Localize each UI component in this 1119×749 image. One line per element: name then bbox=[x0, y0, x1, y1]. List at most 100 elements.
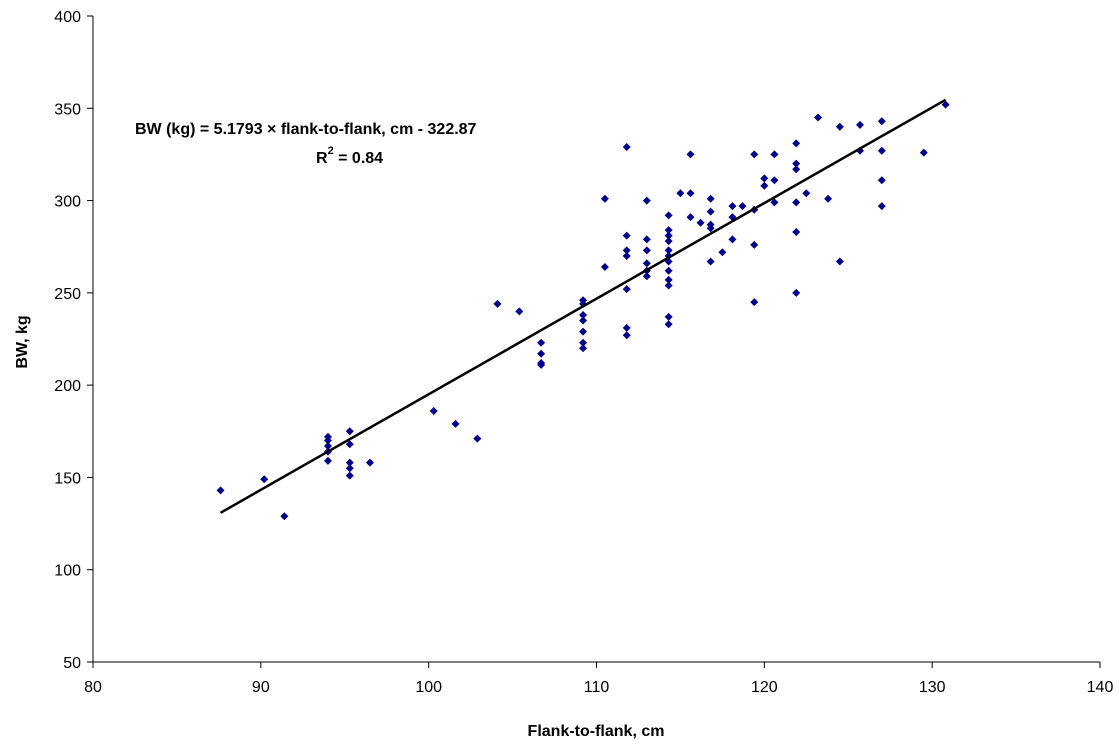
data-point bbox=[750, 298, 759, 307]
data-point bbox=[664, 231, 673, 240]
data-point bbox=[622, 246, 631, 255]
data-point bbox=[622, 231, 631, 240]
data-point bbox=[738, 202, 747, 211]
x-tick-label: 100 bbox=[415, 679, 442, 696]
data-point bbox=[792, 198, 801, 207]
y-tick-label: 100 bbox=[54, 563, 81, 580]
data-point bbox=[493, 299, 502, 308]
data-point bbox=[622, 143, 631, 152]
r-squared-exponent: 2 bbox=[328, 145, 334, 157]
data-point bbox=[280, 512, 289, 521]
data-point bbox=[642, 259, 651, 268]
data-point bbox=[579, 327, 588, 336]
data-point bbox=[686, 213, 695, 222]
data-point bbox=[216, 486, 225, 495]
x-tick-label: 110 bbox=[584, 679, 610, 696]
data-point bbox=[686, 150, 695, 159]
data-point bbox=[770, 198, 779, 207]
data-point bbox=[579, 338, 588, 347]
data-point bbox=[750, 240, 759, 249]
data-point bbox=[537, 338, 546, 347]
data-point bbox=[728, 202, 737, 211]
data-point bbox=[664, 281, 673, 290]
data-point bbox=[706, 194, 715, 203]
data-point bbox=[664, 246, 673, 255]
data-point bbox=[760, 181, 769, 190]
data-point bbox=[473, 434, 482, 443]
data-point bbox=[686, 189, 695, 198]
data-point bbox=[579, 311, 588, 320]
data-point bbox=[622, 331, 631, 340]
y-axis-title: BW, kg bbox=[14, 315, 31, 368]
equation-text: BW (kg) = 5.1793 × flank-to-flank, cm - … bbox=[135, 121, 477, 138]
data-point bbox=[664, 211, 673, 220]
data-point bbox=[676, 189, 685, 198]
data-point bbox=[664, 312, 673, 321]
data-point bbox=[696, 218, 705, 227]
y-tick-label: 300 bbox=[54, 194, 81, 211]
data-points-group bbox=[216, 100, 950, 521]
x-tick-label: 130 bbox=[919, 679, 946, 696]
data-point bbox=[622, 285, 631, 294]
y-tick-label: 200 bbox=[54, 378, 81, 395]
data-point bbox=[642, 235, 651, 244]
y-tick-label: 350 bbox=[54, 101, 81, 118]
data-point bbox=[664, 275, 673, 284]
data-point bbox=[365, 458, 374, 467]
data-point bbox=[451, 419, 460, 428]
x-tick-label: 140 bbox=[1087, 679, 1114, 696]
y-tick-label: 400 bbox=[54, 9, 81, 26]
data-point bbox=[760, 174, 769, 183]
data-point bbox=[835, 122, 844, 131]
data-point bbox=[537, 349, 546, 358]
data-point bbox=[770, 150, 779, 159]
data-point bbox=[345, 458, 354, 467]
data-point bbox=[877, 176, 886, 185]
data-point bbox=[642, 246, 651, 255]
data-point bbox=[718, 248, 727, 257]
data-point bbox=[792, 227, 801, 236]
y-tick-label: 50 bbox=[63, 655, 81, 672]
trendline-group bbox=[219, 98, 947, 514]
data-point bbox=[792, 288, 801, 297]
data-point bbox=[706, 207, 715, 216]
data-point bbox=[814, 113, 823, 122]
data-point bbox=[515, 307, 524, 316]
data-point bbox=[664, 266, 673, 275]
data-point bbox=[345, 464, 354, 473]
data-point bbox=[664, 226, 673, 235]
data-point bbox=[642, 272, 651, 281]
data-point bbox=[260, 475, 269, 484]
data-point bbox=[345, 427, 354, 436]
data-point bbox=[792, 159, 801, 168]
data-point bbox=[941, 100, 950, 109]
data-point bbox=[323, 456, 332, 465]
data-point bbox=[323, 436, 332, 445]
data-point bbox=[855, 120, 864, 129]
data-point bbox=[750, 150, 759, 159]
trendline bbox=[219, 98, 947, 514]
y-tick-label: 150 bbox=[54, 470, 81, 487]
data-point bbox=[579, 344, 588, 353]
data-point bbox=[919, 148, 928, 157]
r-squared-value: = 0.84 bbox=[334, 150, 383, 167]
x-axis-title: Flank-to-flank, cm bbox=[528, 723, 665, 740]
data-point bbox=[345, 471, 354, 480]
x-tick-label: 120 bbox=[751, 679, 778, 696]
data-point bbox=[345, 440, 354, 449]
data-point bbox=[664, 251, 673, 260]
data-point bbox=[728, 235, 737, 244]
r-squared-text: R2 = 0.84 bbox=[316, 145, 383, 167]
x-tick-label: 80 bbox=[84, 679, 102, 696]
data-point bbox=[600, 263, 609, 272]
data-point bbox=[770, 176, 779, 185]
data-point bbox=[600, 194, 609, 203]
data-point bbox=[792, 165, 801, 174]
data-point bbox=[664, 320, 673, 329]
data-point bbox=[664, 237, 673, 246]
data-point bbox=[877, 146, 886, 155]
x-tick-label: 90 bbox=[252, 679, 270, 696]
data-point bbox=[706, 224, 715, 233]
